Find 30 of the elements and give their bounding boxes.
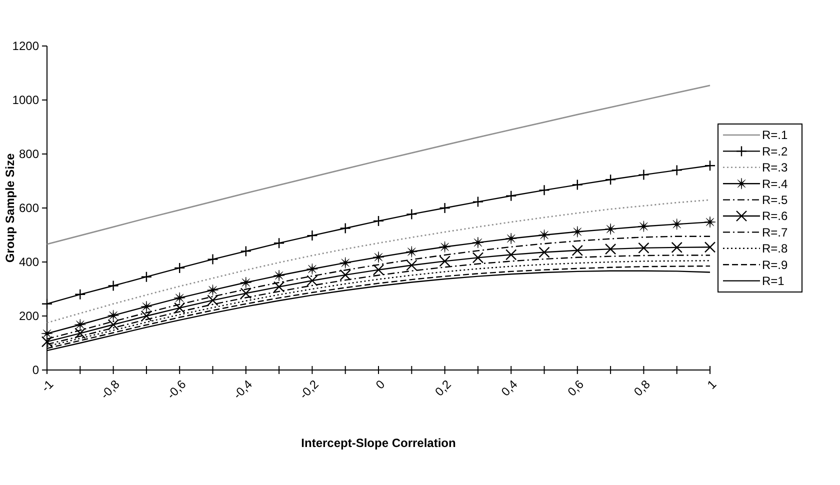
y-tick-label: 1000	[12, 93, 40, 108]
x-tick-label: 0	[372, 376, 388, 392]
legend-label: R=.8	[762, 242, 788, 256]
y-tick-label: 200	[18, 309, 40, 324]
y-tick-label: 800	[18, 147, 40, 162]
legend-label: R=.3	[762, 160, 788, 175]
y-tick-label: 600	[18, 201, 40, 216]
x-tick-label: 0,6	[564, 376, 587, 399]
x-tick-label: -0,6	[164, 376, 189, 402]
y-tick-label: 1200	[12, 39, 40, 54]
x-tick-label: 0,8	[631, 376, 654, 399]
x-axis-title: Intercept-Slope Correlation	[301, 436, 456, 450]
y-tick-label: 0	[32, 363, 40, 378]
x-tick-label: 0,4	[498, 376, 520, 399]
x-tick-label: -1	[38, 376, 56, 395]
x-tick-label: 1	[704, 376, 720, 392]
legend-label: R=.6	[762, 209, 788, 224]
legend-label: R=.1	[762, 128, 788, 142]
x-tick-label: 0,2	[432, 376, 454, 399]
legend-label: R=.9	[762, 258, 788, 272]
legend-label: R=.7	[762, 225, 788, 240]
x-tick-label: -0,8	[98, 376, 123, 402]
x-tick-label: -0,2	[296, 376, 322, 402]
y-axis-title: Group Sample Size	[3, 152, 17, 263]
y-tick-label: 400	[18, 255, 40, 270]
legend-label: R=.4	[762, 176, 788, 191]
x-tick-label: -0,4	[230, 376, 256, 402]
legend-label: R=.5	[762, 193, 788, 207]
legend-label: R=.2	[762, 144, 788, 158]
legend-label: R=1	[762, 274, 785, 288]
